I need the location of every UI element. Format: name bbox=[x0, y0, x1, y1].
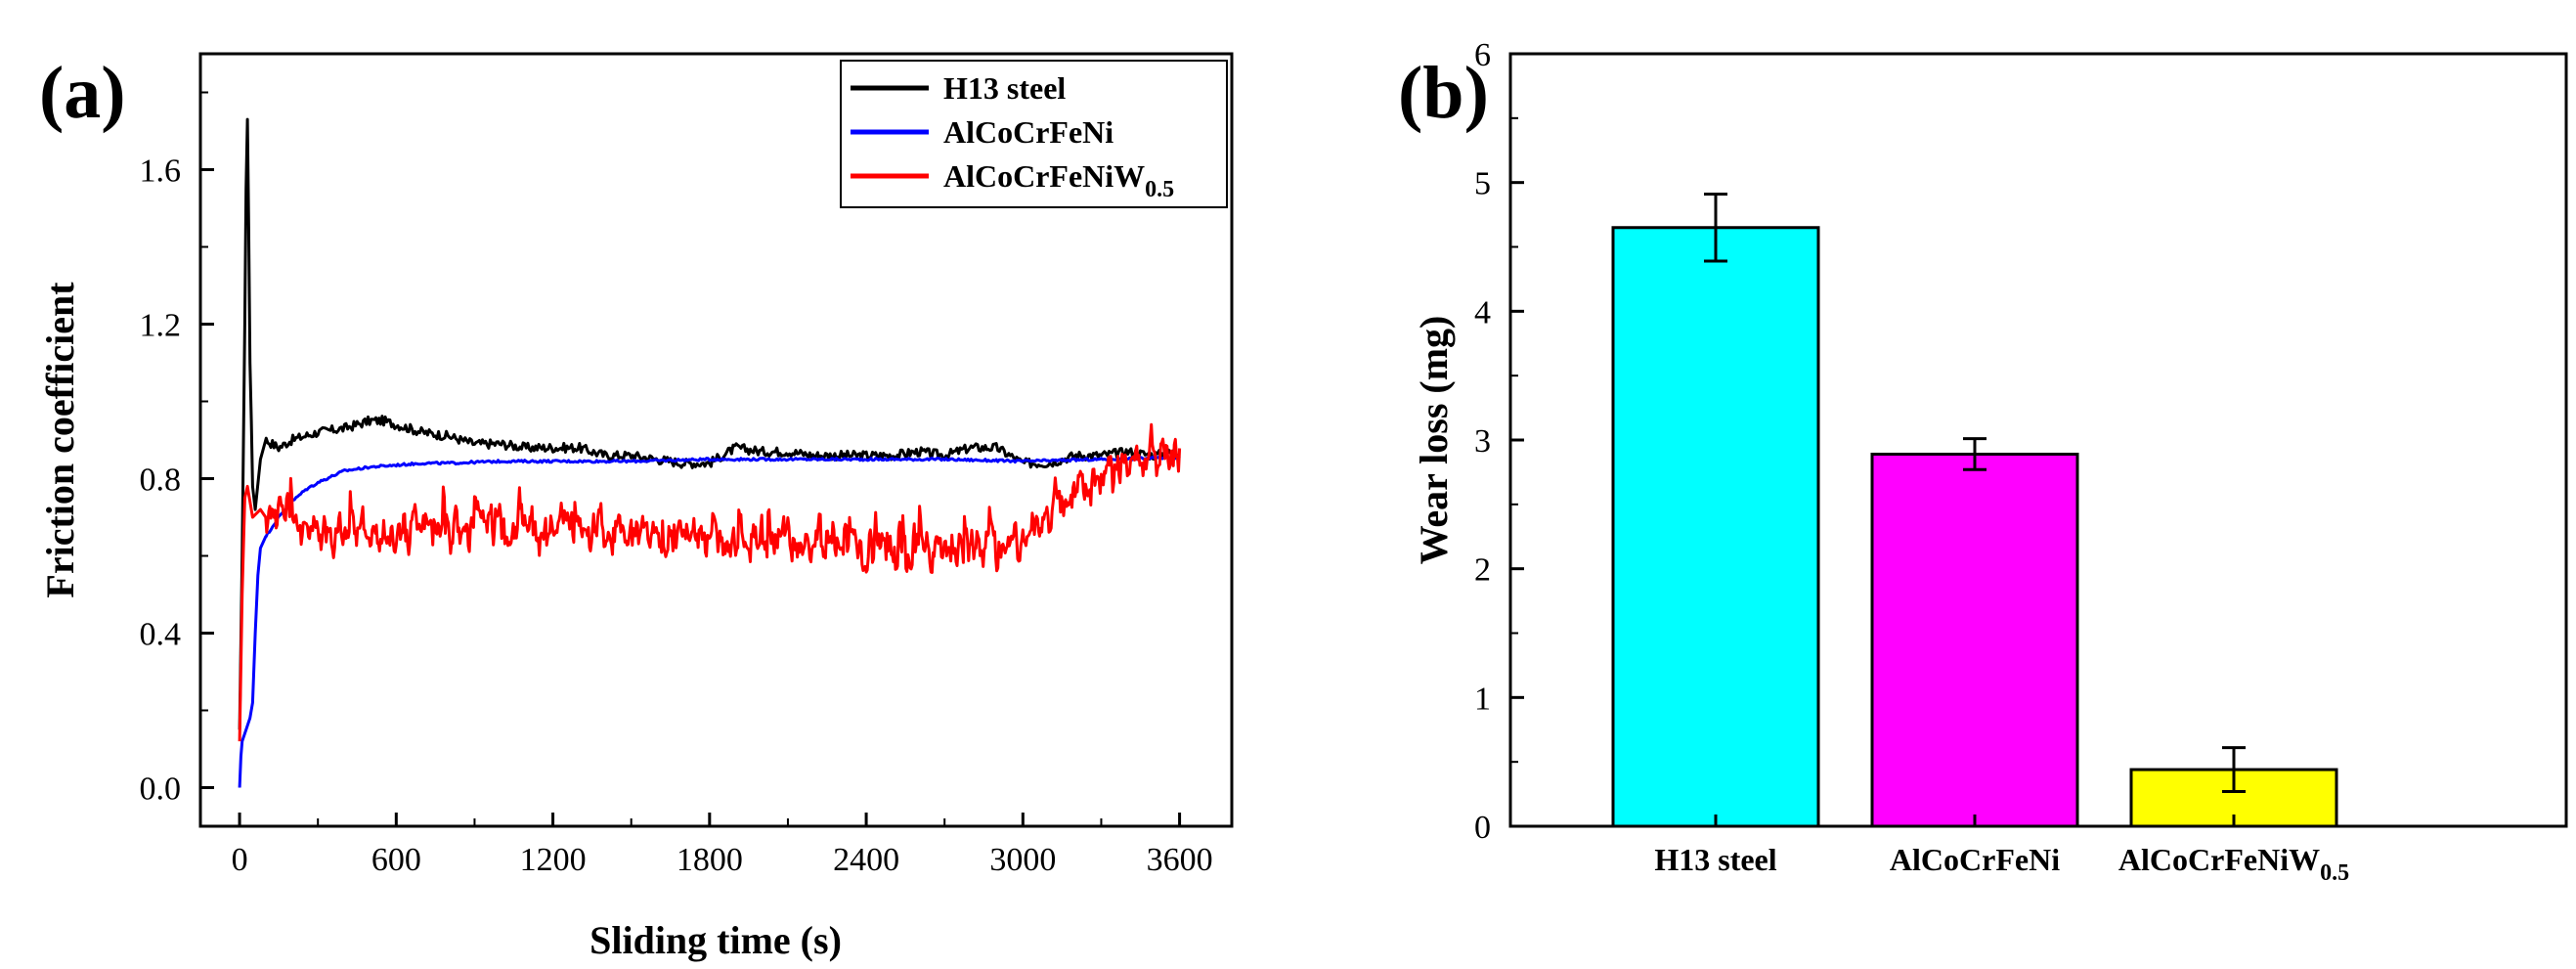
x-tick-label: 1800 bbox=[677, 842, 743, 878]
panel-a-legend: H13 steel AlCoCrFeNi AlCoCrFeNiW0.5 bbox=[840, 60, 1228, 208]
panel-b-y-axis-label: Wear loss (mg) bbox=[1412, 316, 1456, 565]
x-tick-label: 0 bbox=[232, 842, 248, 878]
y-tick-label: 4 bbox=[1474, 294, 1491, 330]
y-tick-label: 5 bbox=[1474, 166, 1491, 202]
panel-b-label: (b) bbox=[1398, 52, 1489, 134]
panel-b-error-bars bbox=[1704, 193, 2246, 793]
y-tick-label: 1.6 bbox=[140, 154, 182, 190]
y-tick-label: 2 bbox=[1474, 552, 1491, 589]
x-tick-label: 600 bbox=[371, 842, 421, 878]
bar-0 bbox=[1611, 226, 1820, 828]
panel-a-y-axis-label: Friction coefficient bbox=[38, 282, 82, 598]
category-label-2: AlCoCrFeNiW0.5 bbox=[2118, 842, 2349, 886]
panel-b-bars bbox=[1611, 226, 2338, 828]
y-tick-label: 0.4 bbox=[140, 617, 182, 653]
bar-1 bbox=[1870, 452, 2079, 828]
x-tick-label: 3000 bbox=[989, 842, 1056, 878]
y-tick-label: 0.0 bbox=[140, 771, 182, 808]
panel-b-y-ticks: 0 1 2 3 4 5 6 bbox=[1474, 37, 1524, 846]
y-tick-label: 1.2 bbox=[140, 308, 182, 344]
y-tick-label: 3 bbox=[1474, 423, 1491, 460]
series-line-1 bbox=[238, 455, 1181, 788]
panel-a-series-lines bbox=[238, 117, 1182, 788]
panel-b-category-labels: H13 steel AlCoCrFeNi AlCoCrFeNiW0.5 bbox=[1654, 815, 2349, 886]
legend-label-0: H13 steel bbox=[943, 70, 1066, 106]
panel-a-x-axis-label: Sliding time (s) bbox=[589, 918, 842, 962]
panel-a-y-ticks: 0.0 0.4 0.8 1.2 1.6 bbox=[140, 91, 214, 808]
category-label-1: AlCoCrFeNi bbox=[1890, 842, 2060, 877]
category-label-0: H13 steel bbox=[1654, 842, 1776, 877]
panel-b-wear-chart: (b) 0 1 2 3 4 5 6 H13 steel AlCoCrFeNi AlCoCrFeN… bbox=[1398, 37, 2568, 886]
y-tick-label: 0 bbox=[1474, 810, 1491, 846]
panel-a-label: (a) bbox=[39, 52, 126, 134]
panel-a-x-ticks: 0 600 1200 1800 2400 3000 3600 bbox=[232, 813, 1213, 878]
y-tick-label: 6 bbox=[1474, 37, 1491, 73]
y-tick-label: 0.8 bbox=[140, 462, 182, 499]
x-tick-label: 2400 bbox=[833, 842, 899, 878]
panel-a-plot-frame bbox=[198, 52, 1234, 828]
series-line-2 bbox=[238, 422, 1182, 742]
panel-a-friction-chart: (a) 0 600 1200 1800 2400 3000 3600 0.0 0.4 0.8 1.… bbox=[38, 52, 1234, 962]
legend-label-2: AlCoCrFeNiW0.5 bbox=[943, 158, 1174, 202]
legend-label-1: AlCoCrFeNi bbox=[943, 114, 1113, 150]
y-tick-label: 1 bbox=[1474, 681, 1491, 717]
x-tick-label: 1200 bbox=[520, 842, 587, 878]
x-tick-label: 3600 bbox=[1147, 842, 1213, 878]
series-line-0 bbox=[238, 117, 1180, 730]
